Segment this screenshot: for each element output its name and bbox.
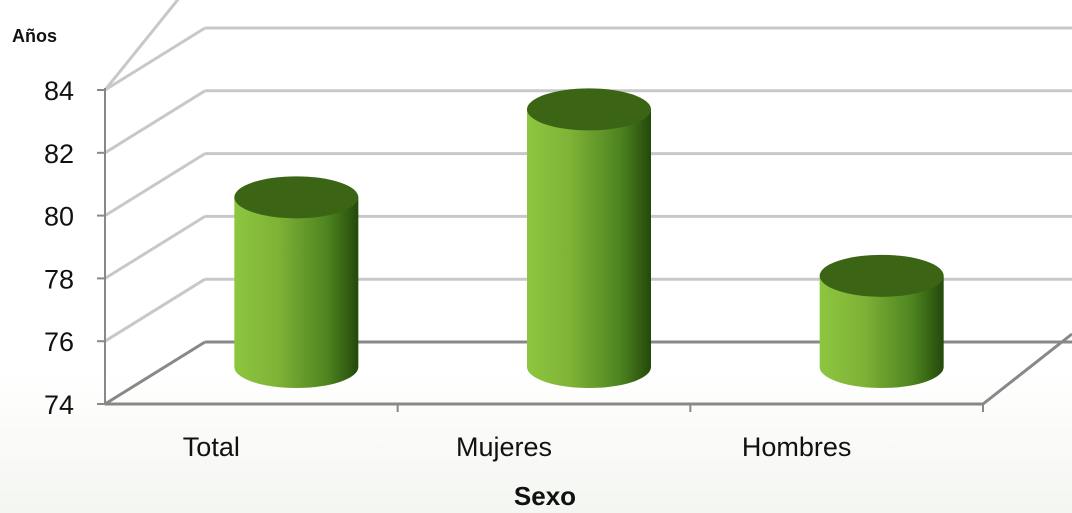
bar-hombres	[819, 254, 944, 388]
y-tick-label: 80	[44, 202, 74, 232]
y-tick-label: 78	[44, 264, 74, 294]
bar-body	[819, 275, 944, 388]
bar-body	[234, 197, 359, 388]
x-tick-label: Mujeres	[456, 432, 552, 462]
bar-top	[819, 254, 944, 297]
bar-mujeres	[527, 88, 651, 389]
gridline-side	[104, 26, 206, 92]
x-tick-label: Total	[183, 432, 240, 462]
y-tick-label: 84	[44, 76, 74, 106]
bars	[234, 88, 944, 389]
gridline-side	[104, 215, 206, 280]
y-axis-label: Años	[12, 26, 57, 46]
bar-total	[234, 176, 359, 388]
bar-body	[527, 109, 651, 389]
labels: Años Sexo 74 76 78 80 82 84 Total Mujeres Hombre…	[12, 26, 851, 511]
x-tick-label: Hombres	[742, 432, 852, 462]
y-tick-label: 74	[44, 390, 74, 420]
floor-left-edge	[104, 340, 206, 406]
gridline-side	[104, 89, 206, 155]
x-axis-label: Sexo	[514, 481, 576, 511]
gridline-side	[103, 0, 180, 91]
y-tick-label: 82	[44, 139, 74, 169]
y-tick-label: 76	[44, 327, 74, 357]
floor-right-edge	[982, 332, 1072, 406]
bar-top	[234, 176, 359, 219]
gridline-side	[104, 277, 206, 343]
bar-top	[527, 88, 651, 131]
gridline-side	[104, 152, 206, 217]
